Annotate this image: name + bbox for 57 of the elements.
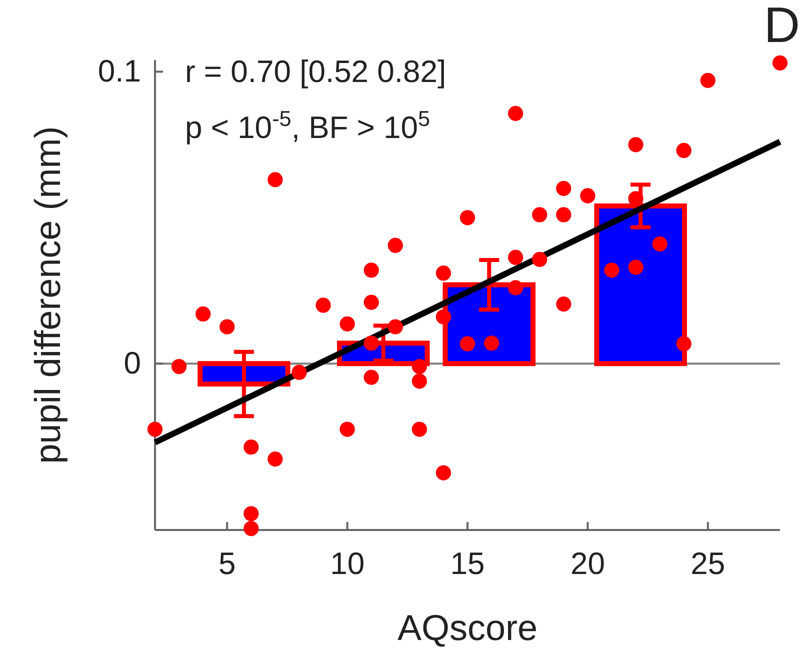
point	[556, 296, 572, 312]
point	[652, 236, 668, 252]
y-tick-label: 0	[124, 346, 141, 381]
annotation: r = 0.70 [0.52 0.82]	[185, 54, 446, 89]
point	[508, 106, 524, 121]
point	[556, 180, 572, 196]
point	[244, 520, 259, 536]
point	[388, 238, 403, 253]
point	[412, 358, 427, 374]
y-tick-label: 0.1	[98, 54, 141, 89]
x-tick-label: 15	[450, 546, 485, 582]
point	[196, 306, 211, 322]
point	[508, 280, 524, 296]
point	[364, 370, 379, 385]
point	[340, 422, 355, 437]
x-tick-label: 5	[218, 546, 236, 582]
point	[628, 137, 644, 152]
text: D	[764, 0, 800, 53]
point	[364, 336, 379, 351]
point	[244, 440, 259, 455]
point	[436, 266, 452, 281]
annotation: p < 10$^{-5}$, BF > 10$^{5}$	[185, 106, 430, 145]
point	[532, 252, 548, 267]
point	[436, 309, 452, 324]
point	[220, 319, 235, 334]
point	[628, 260, 644, 275]
point	[436, 465, 452, 480]
point	[460, 336, 476, 352]
point	[171, 358, 187, 374]
point	[147, 422, 163, 437]
x-axis-title: AQscore	[397, 607, 538, 648]
point	[412, 374, 427, 389]
point	[676, 142, 692, 158]
x-tick-label: 20	[570, 546, 605, 582]
point	[580, 188, 596, 204]
point	[460, 210, 476, 226]
point	[268, 172, 283, 188]
point	[412, 422, 427, 437]
point	[364, 294, 379, 310]
point	[340, 316, 355, 332]
x-tick-label: 10	[330, 546, 365, 582]
point	[316, 298, 331, 313]
point	[676, 336, 692, 352]
x-tick-label: 25	[690, 546, 726, 582]
point	[244, 506, 259, 522]
point	[364, 262, 379, 278]
point	[772, 55, 788, 70]
point	[508, 250, 524, 265]
point	[484, 336, 500, 351]
point	[532, 207, 548, 222]
point	[604, 262, 620, 278]
point	[700, 72, 716, 88]
point	[268, 452, 283, 467]
point	[556, 207, 572, 222]
point	[388, 319, 403, 334]
point	[292, 364, 307, 380]
y-axis-title: pupil difference (mm)	[27, 126, 68, 464]
